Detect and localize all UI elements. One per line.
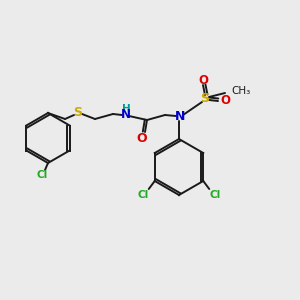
Text: CH₃: CH₃ (231, 86, 250, 96)
Text: Cl: Cl (36, 170, 48, 180)
Text: O: O (198, 74, 208, 86)
Text: N: N (175, 110, 185, 124)
Text: O: O (220, 94, 230, 107)
Text: S: S (200, 92, 209, 106)
Text: S: S (74, 106, 82, 119)
Text: N: N (121, 109, 131, 122)
Text: Cl: Cl (210, 190, 221, 200)
Text: H: H (122, 104, 130, 114)
Text: O: O (137, 133, 147, 146)
Text: Cl: Cl (137, 190, 148, 200)
